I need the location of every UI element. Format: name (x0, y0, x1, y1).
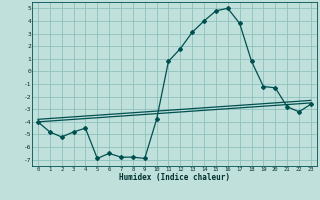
X-axis label: Humidex (Indice chaleur): Humidex (Indice chaleur) (119, 173, 230, 182)
